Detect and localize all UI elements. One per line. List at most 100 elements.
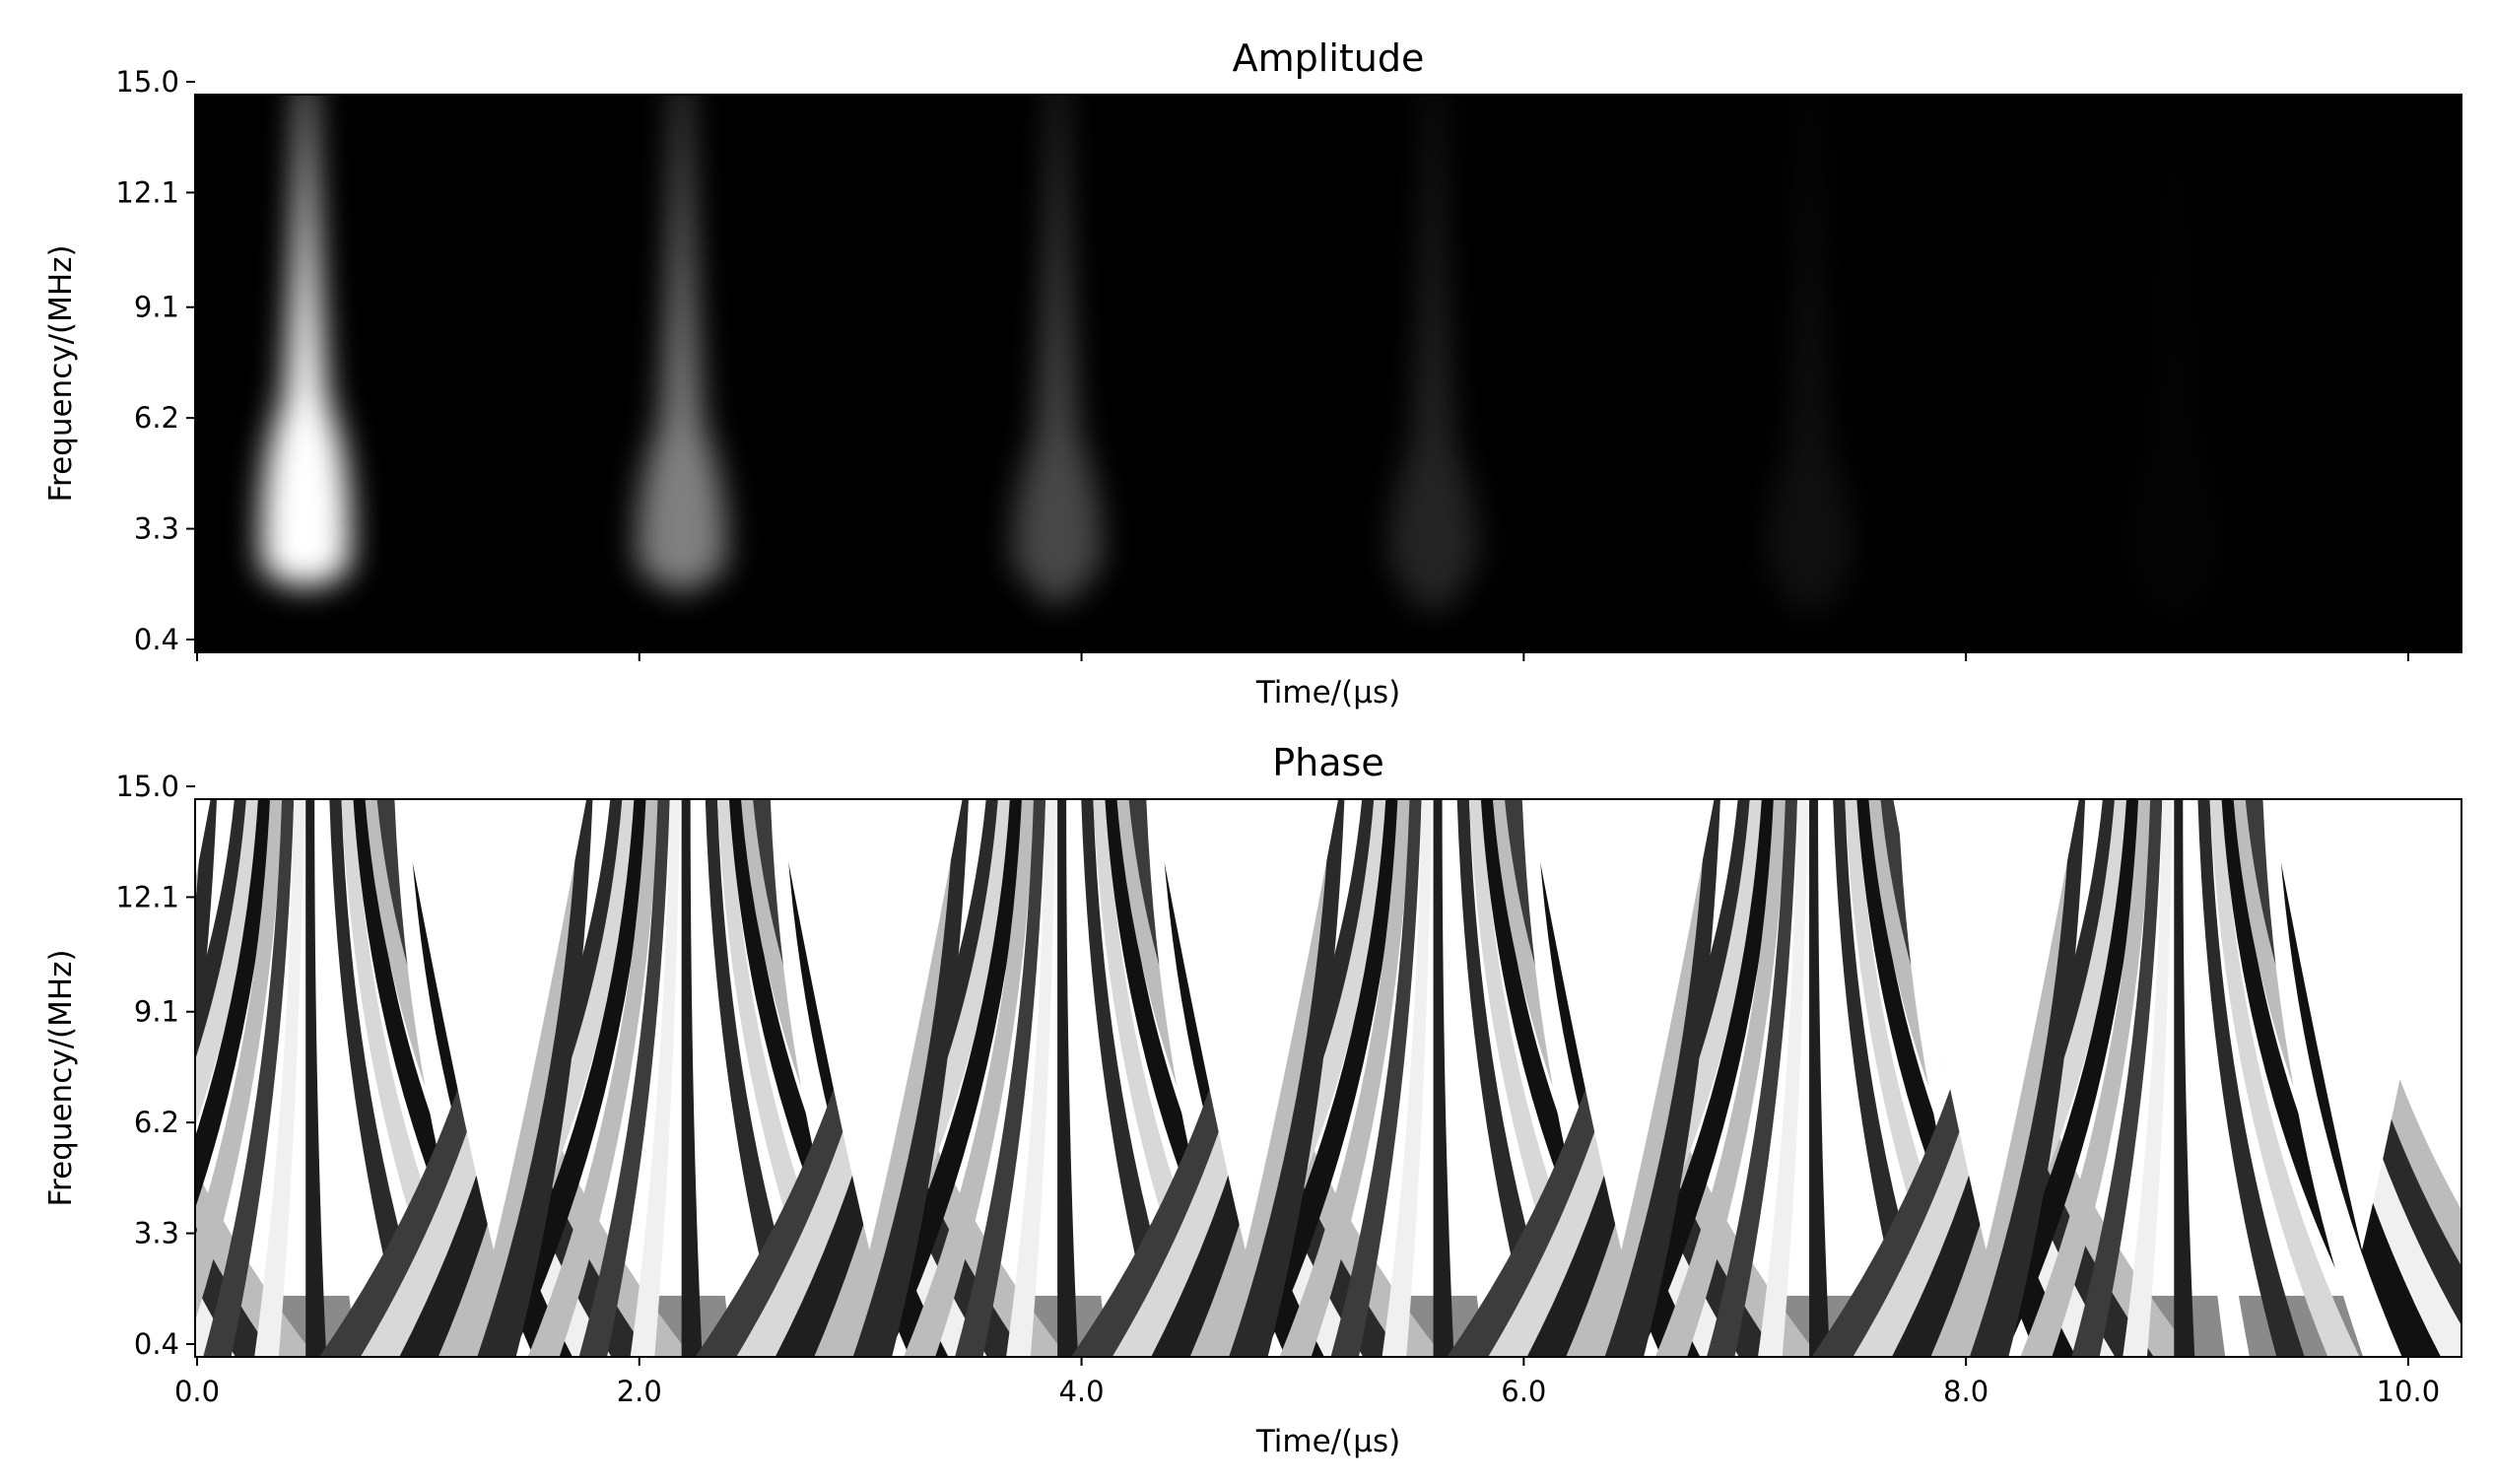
phase-stripes (0, 795, 2461, 1371)
phase-stripe (341, 799, 492, 1357)
x-tick-label: 6.0 (1501, 1375, 1546, 1408)
y-tick-label: 6.2 (134, 401, 179, 435)
phase-stripe (195, 799, 263, 1127)
phase-title: Phase (1272, 741, 1383, 784)
phase-stripe (851, 799, 1026, 1357)
phase-stripe (425, 799, 640, 1357)
phase-stripe (2123, 799, 2173, 1357)
phase-frame (194, 798, 2462, 1358)
phase-stripe (1602, 799, 1720, 1357)
phase-stripe (317, 799, 381, 1357)
amplitude-frame (194, 94, 2462, 653)
phase-stripe (1468, 799, 1619, 1357)
x-tick-label: 0.0 (174, 1375, 220, 1408)
phase-stripe (476, 799, 649, 1357)
x-tick-label: 4.0 (1058, 1375, 1104, 1408)
phase-stripe (693, 799, 758, 1357)
phase-stripe (850, 799, 969, 1357)
x-tick-label: 10.0 (2377, 1375, 2441, 1408)
phase-stripe (1445, 799, 1510, 1357)
amplitude-y-axis-label: Frequency/(MHz) (43, 244, 79, 502)
phase-stripe (2071, 799, 2163, 1357)
phase-stripe (2197, 799, 2305, 1357)
phase-stripe (1228, 799, 1401, 1357)
phase-stripe (2262, 799, 2405, 1357)
amplitude-title: Amplitude (1233, 36, 1425, 80)
phase-stripe (1969, 799, 2142, 1357)
phase-stripe (1967, 799, 2086, 1357)
phase-stripe (681, 799, 703, 1357)
phase-stripe (630, 799, 681, 1357)
phase-gap (195, 799, 211, 882)
phase-stripe (1006, 799, 1056, 1357)
amplitude-pulse (1764, 95, 1854, 616)
y-tick-label: 12.1 (115, 175, 179, 209)
phase-stripe (195, 1168, 316, 1357)
y-tick-label: 15.0 (115, 65, 179, 99)
phase-stripe (1069, 799, 1133, 1357)
x-tick-label: 8.0 (1943, 1375, 1988, 1408)
phase-stripe (1845, 799, 1995, 1357)
amplitude-x-axis-label: Time/(µs) (1255, 675, 1400, 710)
phase-stripe (1330, 799, 1422, 1357)
amplitude-pulses (261, 95, 1854, 616)
amplitude-pulse (261, 95, 351, 587)
phase-stripe (1093, 799, 1244, 1357)
phase-stripe (195, 799, 253, 1063)
phase-stripe (2318, 799, 2461, 1266)
phase-stripe (716, 799, 867, 1357)
phase-stripe (2020, 799, 2152, 1357)
phase-stripe (474, 799, 593, 1357)
phase-stripe (195, 799, 284, 1321)
phase-gap (400, 799, 587, 1250)
amplitude-pulse (637, 95, 726, 593)
y-tick-label: 12.1 (115, 880, 179, 913)
phase-stripe (1081, 799, 1188, 1357)
phase-stripe (2304, 799, 2461, 1326)
phase-y-axis-label: Frequency/(MHz) (43, 949, 79, 1206)
amplitude-x-ticks (196, 652, 2409, 661)
phase-stripe (329, 799, 437, 1357)
amplitude-pulse (1388, 95, 1478, 612)
phase-stripe (1552, 799, 1767, 1357)
phase-stripe (955, 799, 1046, 1357)
phase-stripe (1654, 799, 1787, 1357)
phase-gap (1893, 799, 2079, 1250)
y-tick-label: 3.3 (134, 512, 179, 546)
phase-stripe (254, 799, 304, 1357)
phase-stripe (305, 799, 327, 1357)
y-tick-label: 6.2 (134, 1106, 179, 1139)
phase-stripe (1057, 799, 1079, 1357)
phase-stripe (0, 795, 8, 1371)
phase-stripe (800, 799, 1015, 1357)
amplitude-pulse (1013, 95, 1103, 605)
amplitude-y-ticks: 0.4 3.3 6.2 9.1 12.1 15.0 (115, 65, 195, 656)
phase-stripe (1226, 799, 1345, 1357)
phase-x-axis-label: Time/(µs) (1255, 1424, 1400, 1459)
phase-stripe (1433, 799, 1454, 1357)
phase-stripe (2209, 799, 2360, 1357)
phase-stripe (1706, 799, 1798, 1357)
phase-stripe (578, 799, 670, 1357)
phase-stripe (1821, 799, 1885, 1357)
phase-stripe (904, 799, 1036, 1357)
phase-stripe (195, 799, 218, 1063)
phase-y-ticks: 0.4 3.3 6.2 9.1 12.1 15.0 (115, 770, 195, 1361)
phase-stripe (1603, 799, 1778, 1357)
phase-stripe (1382, 799, 1433, 1357)
y-tick-label: 9.1 (134, 291, 179, 324)
phase-gap (1528, 799, 1715, 1250)
phase-gap (1152, 799, 1339, 1250)
phase-stripe (527, 799, 660, 1357)
phase-stripe (1809, 799, 1830, 1357)
phase-stripe (195, 1281, 238, 1357)
x-tick-label: 2.0 (617, 1375, 662, 1408)
phase-gap (2268, 799, 2456, 1250)
amplitude-panel: Amplitude 0.4 3.3 6.2 9.1 12.1 15.0 Time/(µs)… (43, 36, 2462, 710)
y-tick-label: 15.0 (115, 770, 179, 803)
phase-stripe (2186, 799, 2250, 1357)
phase-gap (776, 799, 963, 1250)
phase-stripe (2174, 799, 2195, 1357)
phase-stripe (1456, 799, 1565, 1357)
